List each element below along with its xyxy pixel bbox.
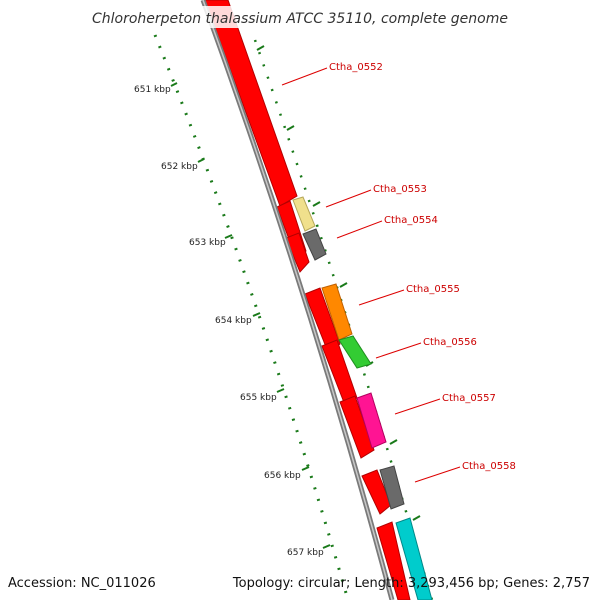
genome-summary: Topology: circular; Length: 3,293,456 bp… [232,576,590,591]
outer-tick [286,125,295,131]
reverse-strand-features [204,0,411,600]
label-leader [375,342,422,359]
outer-tick [312,201,321,207]
gene-block-ctha-0555[interactable] [321,283,353,341]
gene-label-ctha-0556[interactable]: Ctha_0556 [423,337,477,348]
gene-block-ctha-0558[interactable] [379,465,405,510]
feature-arrow-ctha-0552[interactable] [204,0,298,207]
gene-label-ctha-0555[interactable]: Ctha_0555 [406,284,460,295]
tick-label: 653 kbp [189,238,226,248]
feature-arrow[interactable] [304,287,341,353]
gene-label-ctha-0558[interactable]: Ctha_0558 [462,461,516,472]
gene-block[interactable] [395,517,433,600]
title-backdrop [90,6,510,28]
gene-label-ctha-0554[interactable]: Ctha_0554 [384,215,438,226]
major-tick [170,82,178,87]
scale-track [153,34,434,600]
gene-block-ctha-0553[interactable] [292,196,316,232]
gene-label-ctha-0557[interactable]: Ctha_0557 [442,393,496,404]
major-tick [252,312,261,317]
feature-arrow[interactable] [339,395,375,459]
gene-labels [281,67,461,483]
label-leader [325,189,372,208]
gene-label-texts: Ctha_0552 Ctha_0553 Ctha_0554 Ctha_0555 … [329,62,516,472]
tick-label: 657 kbp [287,548,324,558]
major-tick [276,388,285,393]
gene-label-ctha-0552[interactable]: Ctha_0552 [329,62,383,73]
forward-strand-features [292,196,433,600]
outer-tick [339,282,348,288]
label-leader [358,289,405,306]
accession-label: Accession: NC_011026 [8,576,156,591]
tick-label: 656 kbp [264,471,301,481]
gene-block-ctha-0554[interactable] [302,228,327,261]
label-leader [414,466,461,483]
feature-arrow[interactable] [376,521,411,600]
map-title: Chloroherpeton thalassium ATCC 35110, co… [92,11,508,27]
label-leader [336,220,383,239]
major-tick [197,158,205,163]
genome-backbone-highlight [202,0,393,600]
tick-label: 654 kbp [215,316,252,326]
gene-block-ctha-0557[interactable] [356,392,387,449]
outer-tick [256,45,265,51]
tick-label: 652 kbp [161,162,198,172]
major-tick [301,466,310,471]
gene-label-ctha-0553[interactable]: Ctha_0553 [373,184,427,195]
tick-labels: 651 kbp 652 kbp 653 kbp 654 kbp 655 kbp … [134,85,324,558]
outer-tick [412,515,421,521]
genome-backbone [200,0,395,600]
feature-arrow[interactable] [285,232,310,273]
major-tick [224,234,233,239]
gene-block-ctha-0556[interactable] [338,335,372,369]
label-leader [394,398,441,415]
tick-label: 655 kbp [240,393,277,403]
tick-label: 651 kbp [134,85,171,95]
outer-tick [389,439,398,445]
major-tick [322,544,331,549]
label-leader [281,67,328,86]
